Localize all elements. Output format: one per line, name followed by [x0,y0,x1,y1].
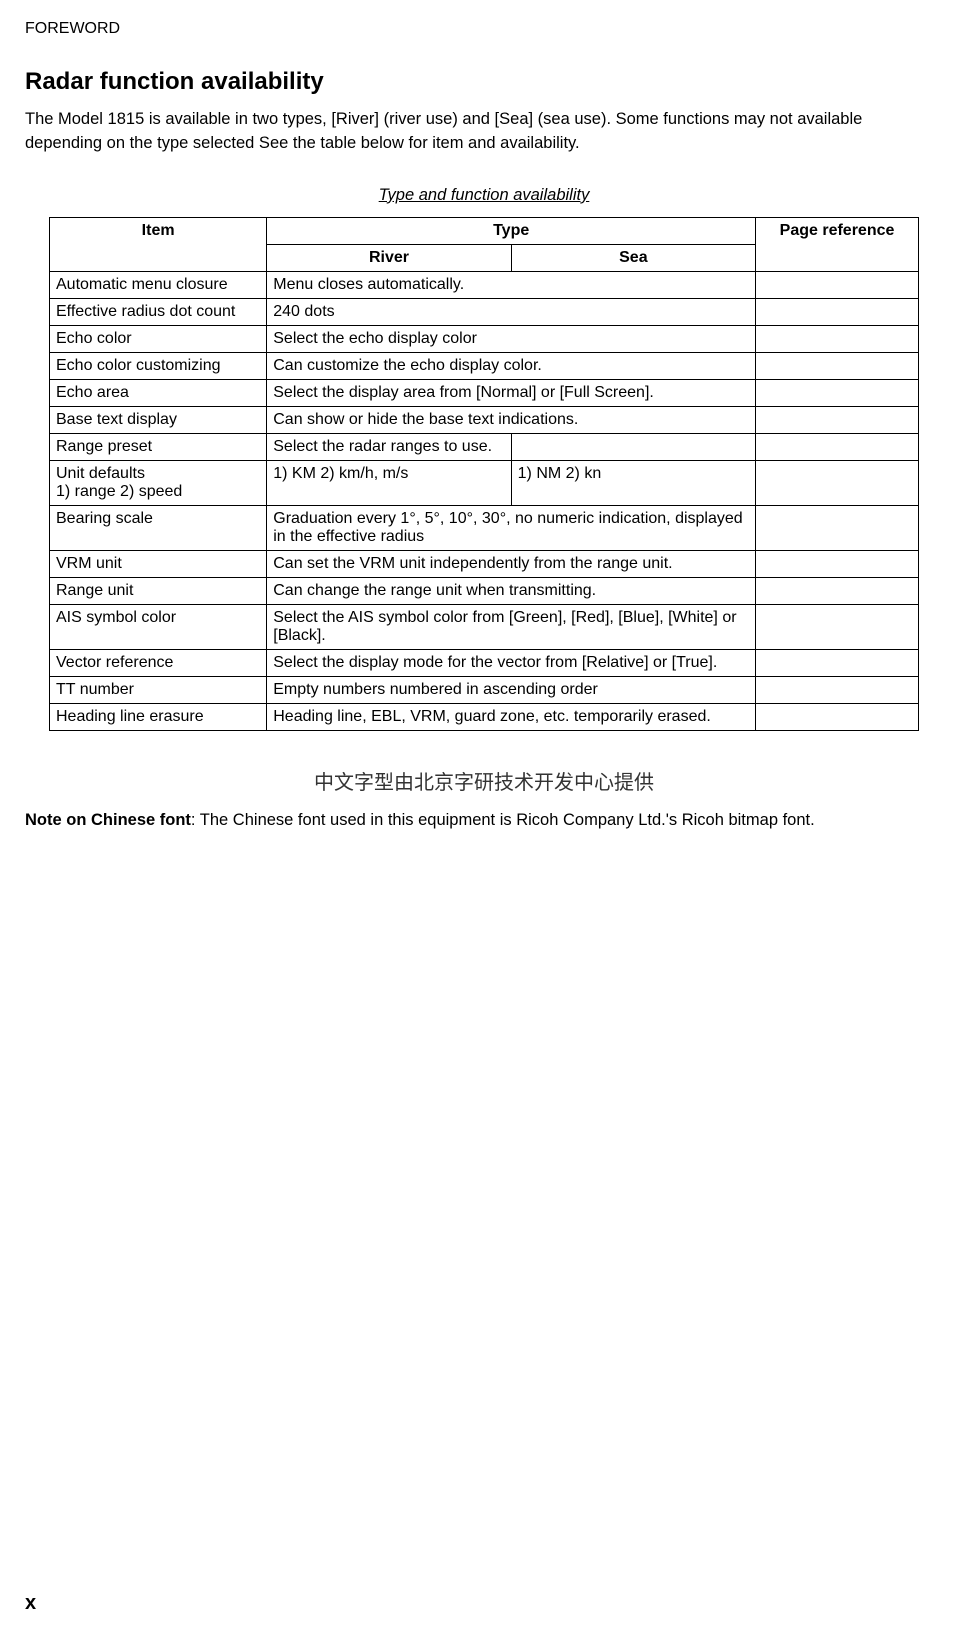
table-row: Range preset Select the radar ranges to … [50,433,919,460]
cell-page [756,604,919,649]
cell-desc: Select the display area from [Normal] or… [267,379,756,406]
cell-page [756,577,919,604]
cell-desc: Select the echo display color [267,325,756,352]
cell-item: Heading line erasure [50,703,267,730]
cell-item: AIS symbol color [50,604,267,649]
table-row: Echo color Select the echo display color [50,325,919,352]
cell-item: Base text display [50,406,267,433]
cell-item: Range preset [50,433,267,460]
col-page: Page reference [756,217,919,271]
cell-desc: Can change the range unit when transmitt… [267,577,756,604]
intro-paragraph: The Model 1815 is available in two types… [25,108,943,156]
table-row: Effective radius dot count 240 dots [50,298,919,325]
cell-item: Effective radius dot count [50,298,267,325]
table-row: Automatic menu closure Menu closes autom… [50,271,919,298]
cell-item: Echo area [50,379,267,406]
cell-sea: 1) NM 2) kn [511,460,755,505]
cell-item: Automatic menu closure [50,271,267,298]
cell-page [756,352,919,379]
cell-item: Echo color customizing [50,352,267,379]
table-row: Unit defaults 1) range 2) speed 1) KM 2)… [50,460,919,505]
section-title: Radar function availability [25,68,943,96]
table-row: Heading line erasure Heading line, EBL, … [50,703,919,730]
note-paragraph: Note on Chinese font: The Chinese font u… [25,809,943,833]
cell-page [756,703,919,730]
cell-item: Range unit [50,577,267,604]
cell-river: 1) KM 2) km/h, m/s [267,460,511,505]
cell-desc: Can show or hide the base text indicatio… [267,406,756,433]
cell-page [756,325,919,352]
note-bold-label: Note on Chinese font [25,811,191,829]
cell-item: VRM unit [50,550,267,577]
cell-page [756,460,919,505]
cell-desc: Select the display mode for the vector f… [267,649,756,676]
cell-desc: Empty numbers numbered in ascending orde… [267,676,756,703]
cell-page [756,379,919,406]
col-item: Item [50,217,267,271]
table-row: Bearing scale Graduation every 1°, 5°, 1… [50,505,919,550]
table-row: VRM unit Can set the VRM unit independen… [50,550,919,577]
table-row: Range unit Can change the range unit whe… [50,577,919,604]
cell-page [756,271,919,298]
cell-desc: Can customize the echo display color. [267,352,756,379]
col-sea: Sea [511,244,755,271]
cell-desc: Heading line, EBL, VRM, guard zone, etc.… [267,703,756,730]
cell-page [756,550,919,577]
cell-sea [511,433,755,460]
table-caption: Type and function availability [25,186,943,205]
availability-table: Item Type Page reference River Sea Autom… [49,217,919,731]
table-row: AIS symbol color Select the AIS symbol c… [50,604,919,649]
table-header-row-1: Item Type Page reference [50,217,919,244]
cell-item: TT number [50,676,267,703]
header-label: FOREWORD [25,20,943,38]
note-rest: : The Chinese font used in this equipmen… [191,811,815,829]
cell-page [756,298,919,325]
cell-item: Unit defaults 1) range 2) speed [50,460,267,505]
cell-page [756,406,919,433]
cell-page [756,433,919,460]
cell-desc: Menu closes automatically. [267,271,756,298]
table-row: TT number Empty numbers numbered in asce… [50,676,919,703]
col-river: River [267,244,511,271]
table-row: Echo area Select the display area from [… [50,379,919,406]
cell-item: Echo color [50,325,267,352]
cell-river: Select the radar ranges to use. [267,433,511,460]
cell-page [756,676,919,703]
cell-desc: Select the AIS symbol color from [Green]… [267,604,756,649]
table-row: Base text display Can show or hide the b… [50,406,919,433]
page-number: x [25,1592,36,1615]
cell-page [756,505,919,550]
table-row: Echo color customizing Can customize the… [50,352,919,379]
cell-desc: Can set the VRM unit independently from … [267,550,756,577]
table-row: Vector reference Select the display mode… [50,649,919,676]
chinese-font-text: 中文字型由北京字研技术开发中心提供 [25,766,943,795]
cell-item: Vector reference [50,649,267,676]
cell-item: Bearing scale [50,505,267,550]
cell-page [756,649,919,676]
cell-desc: Graduation every 1°, 5°, 10°, 30°, no nu… [267,505,756,550]
cell-desc: 240 dots [267,298,756,325]
col-type: Type [267,217,756,244]
